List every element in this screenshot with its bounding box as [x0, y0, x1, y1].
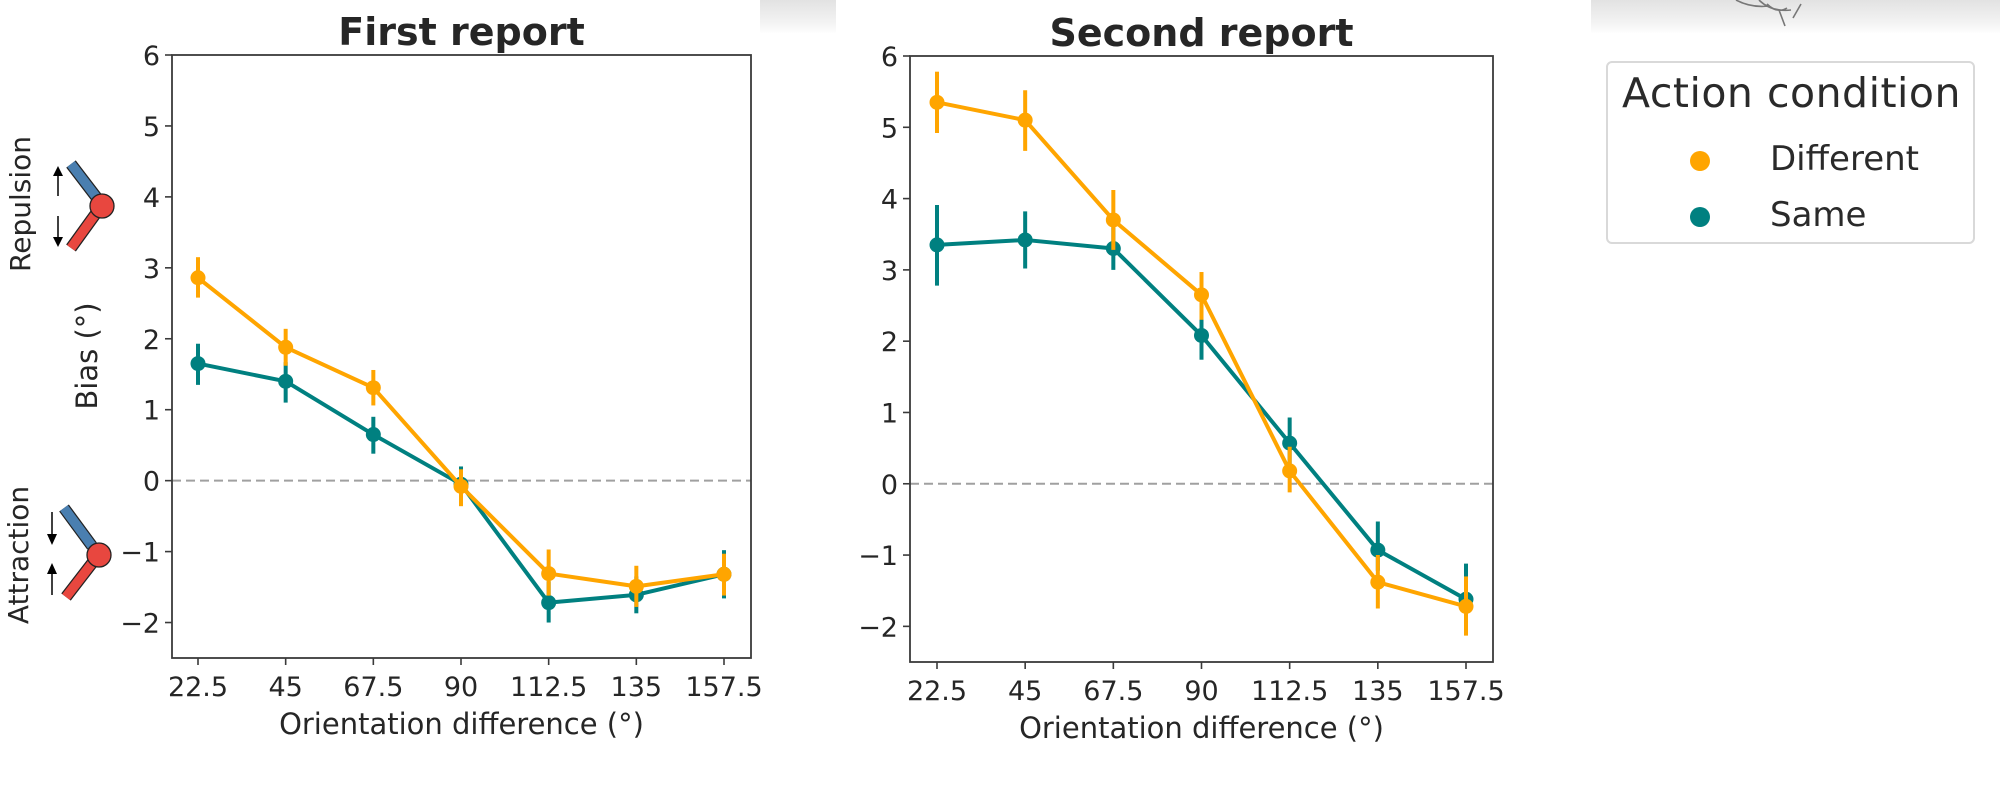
- data-point-same: [1282, 435, 1298, 451]
- x-tick-label: 22.5: [907, 676, 967, 707]
- x-axis-label: Orientation difference (°): [1019, 711, 1384, 745]
- x-tick-label: 135: [611, 672, 663, 703]
- data-point-different: [1282, 463, 1298, 479]
- y-tick-label: 1: [881, 398, 898, 429]
- legend-item-same: Same: [1608, 193, 1973, 243]
- attraction-label: Attraction: [2, 486, 35, 624]
- data-point-different: [1017, 112, 1033, 128]
- legend-label-different: Different: [1770, 139, 1919, 179]
- x-tick-label: 67.5: [343, 672, 403, 703]
- data-point-same: [1017, 232, 1033, 248]
- data-point-same: [190, 356, 206, 372]
- data-point-same: [929, 237, 945, 253]
- y-tick-label: 2: [881, 327, 898, 358]
- x-tick-label: 90: [444, 672, 478, 703]
- legend-marker-different: [1690, 151, 1710, 171]
- y-tick-label: −1: [858, 541, 898, 572]
- series-same: [929, 205, 1474, 616]
- hand-sketch-icon: [1735, 0, 1802, 27]
- legend-marker-same: [1690, 207, 1710, 227]
- data-point-different: [541, 566, 557, 582]
- data-point-same: [1370, 542, 1386, 558]
- data-point-different: [278, 339, 294, 355]
- series-different: [190, 257, 732, 607]
- x-tick-label: 112.5: [510, 672, 587, 703]
- background-image-strip: [760, 0, 836, 34]
- y-tick-label: 3: [143, 254, 160, 285]
- data-point-same: [278, 373, 294, 389]
- y-tick-label: 3: [881, 256, 898, 287]
- y-tick-label: 4: [143, 183, 160, 214]
- x-tick-label: 112.5: [1251, 676, 1328, 707]
- data-point-different: [1194, 287, 1209, 303]
- data-point-different: [1458, 598, 1474, 614]
- repulsion-diagram-icon: [53, 160, 115, 252]
- y-axis-label: Bias (°): [70, 302, 104, 409]
- x-tick-label: 90: [1184, 676, 1218, 707]
- repulsion-label: Repulsion: [4, 136, 37, 272]
- y-tick-label: 5: [881, 113, 898, 144]
- y-tick-label: 6: [143, 41, 160, 72]
- y-tick-label: −2: [858, 612, 898, 643]
- data-point-different: [1105, 212, 1121, 228]
- data-point-different: [190, 270, 206, 286]
- y-tick-label: 5: [143, 112, 160, 143]
- x-tick-label: 135: [1352, 676, 1404, 707]
- x-tick-label: 45: [268, 672, 302, 703]
- y-tick-label: 2: [143, 325, 160, 356]
- data-point-different: [628, 578, 644, 594]
- data-point-same: [541, 595, 557, 611]
- data-point-different: [453, 478, 469, 494]
- background-image-strip: [1591, 0, 2000, 34]
- series-different: [929, 71, 1474, 636]
- x-tick-label: 157.5: [685, 672, 762, 703]
- legend-title: Action condition: [1622, 69, 1962, 117]
- series-line-different: [196, 276, 725, 589]
- data-point-same: [365, 427, 381, 443]
- plot-frame: [909, 55, 1494, 663]
- legend: Action condition Different Same: [1606, 61, 1975, 244]
- y-tick-label: −1: [120, 538, 160, 569]
- y-tick-label: 6: [881, 42, 898, 73]
- x-tick-label: 22.5: [168, 672, 228, 703]
- legend-item-different: Different: [1608, 137, 1973, 187]
- y-tick-label: 0: [143, 467, 160, 498]
- chart-title: Second report: [1050, 11, 1354, 55]
- y-tick-label: 4: [881, 185, 898, 216]
- chart-title: First report: [338, 10, 584, 54]
- data-point-different: [1370, 574, 1386, 590]
- x-axis-label: Orientation difference (°): [279, 707, 644, 741]
- x-tick-label: 45: [1008, 676, 1042, 707]
- x-tick-label: 67.5: [1083, 676, 1143, 707]
- attraction-diagram-icon: [47, 504, 112, 601]
- data-point-different: [365, 380, 381, 396]
- plot-frame: [171, 54, 752, 659]
- data-point-different: [929, 94, 945, 110]
- x-tick-label: 157.5: [1427, 676, 1504, 707]
- data-point-different: [716, 566, 732, 582]
- legend-label-same: Same: [1770, 195, 1867, 235]
- y-tick-label: 0: [881, 470, 898, 501]
- y-tick-label: −2: [120, 609, 160, 640]
- y-tick-label: 1: [143, 396, 160, 427]
- data-point-same: [1194, 327, 1209, 343]
